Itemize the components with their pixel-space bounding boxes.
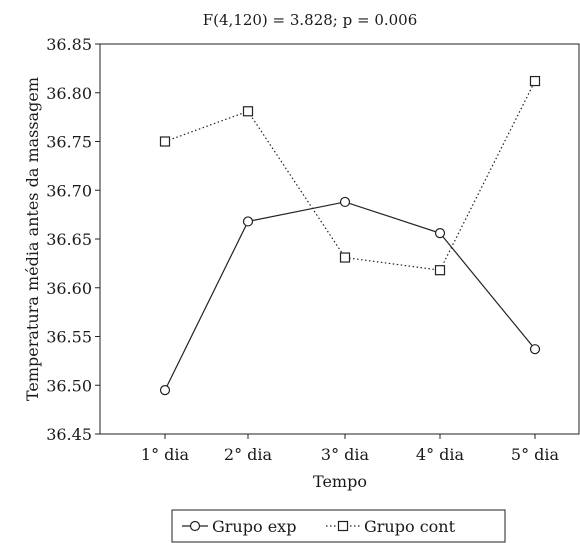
y-tick-label: 36.80 bbox=[46, 84, 92, 103]
legend: Grupo exp Grupo cont bbox=[171, 509, 506, 543]
data-point-exp bbox=[242, 216, 254, 227]
data-point-exp bbox=[159, 385, 171, 396]
data-point-cont bbox=[242, 106, 254, 117]
legend-marker-cont bbox=[337, 520, 349, 532]
y-tick-label: 36.85 bbox=[46, 35, 92, 54]
legend-marker-exp bbox=[189, 520, 201, 532]
y-axis-title: Temperatura média antes da massagem bbox=[23, 77, 42, 401]
x-tick-label: 4° dia bbox=[416, 445, 465, 464]
x-tick-label: 1° dia bbox=[141, 445, 190, 464]
data-point-cont bbox=[339, 252, 351, 263]
y-tick-label: 36.65 bbox=[46, 230, 92, 249]
y-tick-label: 36.45 bbox=[46, 425, 92, 444]
legend-label-cont: Grupo cont bbox=[364, 517, 456, 536]
x-tick-label: 3° dia bbox=[321, 445, 370, 464]
y-tick-label: 36.50 bbox=[46, 376, 92, 395]
y-axis: 36.85 36.80 36.75 36.70 36.65 36.60 36.55 36.50… bbox=[46, 35, 100, 444]
data-point-exp bbox=[434, 228, 446, 239]
data-point-cont bbox=[529, 75, 541, 87]
chart-title: F(4,120) = 3.828; p = 0.006 bbox=[203, 11, 418, 29]
x-axis: 1° dia 2° dia 3° dia 4° dia 5° dia bbox=[141, 434, 560, 464]
legend-label-exp: Grupo exp bbox=[212, 517, 296, 536]
x-axis-title: Tempo bbox=[313, 472, 367, 491]
data-point-exp bbox=[529, 344, 541, 355]
y-tick-label: 36.60 bbox=[46, 279, 92, 298]
data-point-exp bbox=[339, 196, 351, 208]
y-tick-label: 36.55 bbox=[46, 328, 92, 347]
y-tick-label: 36.75 bbox=[46, 133, 92, 152]
legend-frame bbox=[171, 509, 506, 543]
y-tick-label: 36.70 bbox=[46, 181, 92, 200]
data-point-cont bbox=[434, 265, 446, 276]
data-point-cont bbox=[159, 136, 171, 147]
series-line-cont bbox=[164, 80, 536, 271]
x-tick-label: 5° dia bbox=[511, 445, 560, 464]
x-tick-label: 2° dia bbox=[224, 445, 273, 464]
series-line-exp bbox=[164, 201, 536, 391]
series-layer bbox=[159, 75, 541, 396]
